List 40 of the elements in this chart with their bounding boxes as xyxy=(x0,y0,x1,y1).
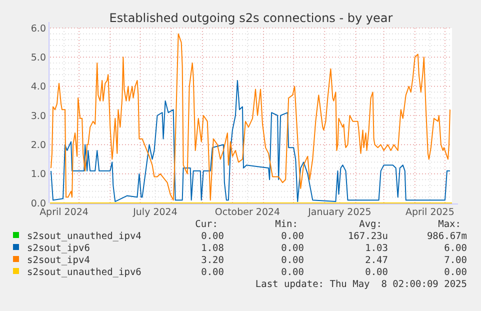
text: 1.08 xyxy=(201,243,224,254)
y-tick-label: 3.0 xyxy=(30,110,46,122)
text: 0.00 xyxy=(201,267,224,278)
text: Min: xyxy=(275,219,298,230)
y-tick-label: 6.0 xyxy=(30,23,46,34)
text: 7.00 xyxy=(444,255,468,266)
y-tick-label: 1.0 xyxy=(30,169,46,180)
y-tick-label: 5.0 xyxy=(30,52,46,64)
text: 0.00 xyxy=(201,231,224,242)
text: 0.00 xyxy=(281,267,304,278)
text: 6.00 xyxy=(444,243,468,254)
x-tick-label: January 2025 xyxy=(307,207,372,218)
y-tick-label: 0.0 xyxy=(30,198,46,210)
text: 986.67m xyxy=(426,231,468,242)
text: 0.00 xyxy=(281,255,304,266)
text: 0.00 xyxy=(365,267,388,278)
legend-label: s2sout_ipv4 xyxy=(27,255,90,266)
x-tick-label: July 2024 xyxy=(132,207,178,218)
chart-title: Established outgoing s2s connections - by year xyxy=(109,11,393,25)
text: Max: xyxy=(438,219,461,230)
text: 0.00 xyxy=(281,243,304,254)
line-series xyxy=(50,33,450,201)
text: 0.00 xyxy=(281,231,304,242)
y-tick-label: 4.0 xyxy=(30,82,46,93)
text: 3.20 xyxy=(201,255,224,266)
legend-label: s2sout_ipv6 xyxy=(27,243,90,254)
text: 1.03 xyxy=(365,243,388,254)
text: 167.23u xyxy=(348,231,388,242)
text: 0.00 xyxy=(444,267,468,278)
y-tick-label: 2.0 xyxy=(30,140,46,151)
text: Avg: xyxy=(359,219,382,230)
text: Last update: Thu May 8 02:00:09 2025 xyxy=(255,279,467,290)
text: 2.47 xyxy=(365,255,388,266)
x-tick-label: October 2024 xyxy=(214,207,280,218)
x-tick-label: April 2025 xyxy=(405,207,454,218)
legend-label: s2sout_unauthed_ipv6 xyxy=(27,267,142,278)
legend-label: s2sout_unauthed_ipv4 xyxy=(27,231,142,242)
x-tick-label: April 2024 xyxy=(40,207,88,218)
line-series xyxy=(50,80,450,202)
text: Cur: xyxy=(195,219,218,230)
